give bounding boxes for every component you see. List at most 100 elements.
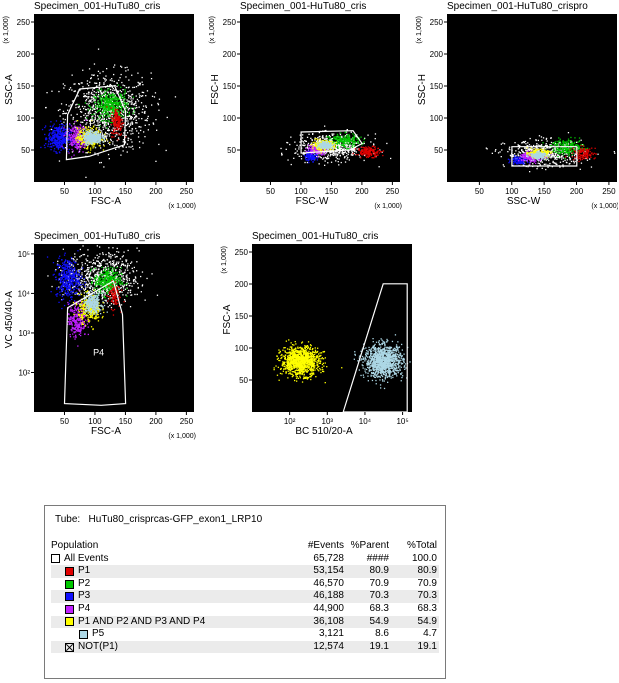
event-dot xyxy=(106,96,108,98)
event-dot xyxy=(323,145,325,147)
event-dot xyxy=(92,115,94,117)
event-dot xyxy=(102,77,105,79)
event-dot xyxy=(342,141,344,143)
event-dot xyxy=(90,147,92,149)
event-dot xyxy=(127,122,129,124)
event-dot xyxy=(105,120,107,122)
event-dot xyxy=(100,88,102,90)
event-dot xyxy=(57,138,59,140)
event-dot xyxy=(67,133,69,135)
event-dot xyxy=(337,161,339,163)
event-dot xyxy=(322,135,324,137)
event-dot xyxy=(312,141,314,144)
event-dot xyxy=(120,100,122,103)
event-dot xyxy=(130,103,132,105)
event-dot xyxy=(87,143,89,145)
event-dot xyxy=(339,148,341,150)
event-dot xyxy=(517,144,519,146)
event-dot xyxy=(81,126,84,128)
event-dot xyxy=(358,149,360,152)
event-dot xyxy=(356,138,358,140)
event-dot xyxy=(363,142,365,145)
event-dot xyxy=(340,145,342,147)
event-dot xyxy=(347,136,349,138)
event-dot xyxy=(83,119,85,121)
event-dot xyxy=(334,145,336,147)
y-tick-label: 50 xyxy=(227,146,236,155)
event-dot xyxy=(313,158,315,160)
event-dot xyxy=(115,118,117,120)
event-dot xyxy=(92,133,94,136)
event-dot xyxy=(345,131,347,133)
event-dot xyxy=(56,130,58,132)
event-dot xyxy=(346,139,348,141)
event-dot xyxy=(68,105,70,107)
event-dot xyxy=(122,99,125,101)
event-dot xyxy=(90,140,93,142)
y-multiplier-label: (x 1,000) xyxy=(209,16,216,44)
event-dot xyxy=(70,104,72,106)
event-dot xyxy=(103,118,106,120)
event-dot xyxy=(81,111,83,113)
event-dot xyxy=(311,157,313,159)
event-dot xyxy=(94,136,96,138)
event-dot xyxy=(59,131,61,133)
event-dot xyxy=(102,149,105,151)
event-dot xyxy=(101,138,103,141)
event-dot xyxy=(52,139,54,142)
gate-outline[interactable] xyxy=(65,85,127,161)
event-dot xyxy=(120,154,122,156)
event-dot xyxy=(361,150,363,153)
event-dot xyxy=(76,133,78,135)
event-dot xyxy=(60,134,62,137)
y-tick-label: 250 xyxy=(17,18,31,27)
gate-outline[interactable] xyxy=(300,130,363,154)
event-dot xyxy=(78,147,80,149)
event-dot xyxy=(556,158,558,160)
event-dot xyxy=(135,95,137,97)
event-dot xyxy=(341,139,343,141)
event-dot xyxy=(104,108,106,110)
event-dot xyxy=(133,103,136,105)
event-dot xyxy=(62,147,64,150)
event-dot xyxy=(341,148,343,150)
event-dot xyxy=(72,139,74,142)
event-dot xyxy=(352,133,354,135)
event-dot xyxy=(118,113,120,116)
event-dot xyxy=(86,139,88,142)
event-dot xyxy=(372,150,374,153)
event-dot xyxy=(372,145,374,147)
event-dot xyxy=(528,144,531,146)
event-dot xyxy=(83,136,85,138)
event-dot xyxy=(318,144,320,146)
event-dot xyxy=(52,125,54,127)
event-dot xyxy=(104,107,107,109)
event-dot xyxy=(118,121,120,123)
event-dot xyxy=(121,119,123,121)
event-dot xyxy=(328,139,330,141)
event-dot xyxy=(119,112,121,114)
event-dot xyxy=(331,154,333,156)
event-dot xyxy=(52,135,54,137)
event-dot xyxy=(91,114,93,116)
event-dot xyxy=(70,114,72,116)
event-dot xyxy=(48,129,50,131)
event-dot xyxy=(127,103,130,105)
event-dot xyxy=(130,122,132,124)
event-dot xyxy=(346,145,348,147)
event-dot xyxy=(336,158,338,160)
event-dot xyxy=(87,112,89,114)
event-dot xyxy=(52,131,55,133)
event-dot xyxy=(326,136,328,138)
event-dot xyxy=(113,93,116,95)
event-dot xyxy=(127,91,129,93)
event-dot xyxy=(124,98,126,100)
event-dot xyxy=(113,123,115,125)
event-dot xyxy=(115,114,117,116)
event-dot xyxy=(351,153,353,155)
event-dot xyxy=(123,100,125,102)
event-dot xyxy=(541,139,543,141)
event-dot xyxy=(324,149,326,151)
y-tick-label: 50 xyxy=(21,146,30,155)
event-dot xyxy=(535,139,537,142)
